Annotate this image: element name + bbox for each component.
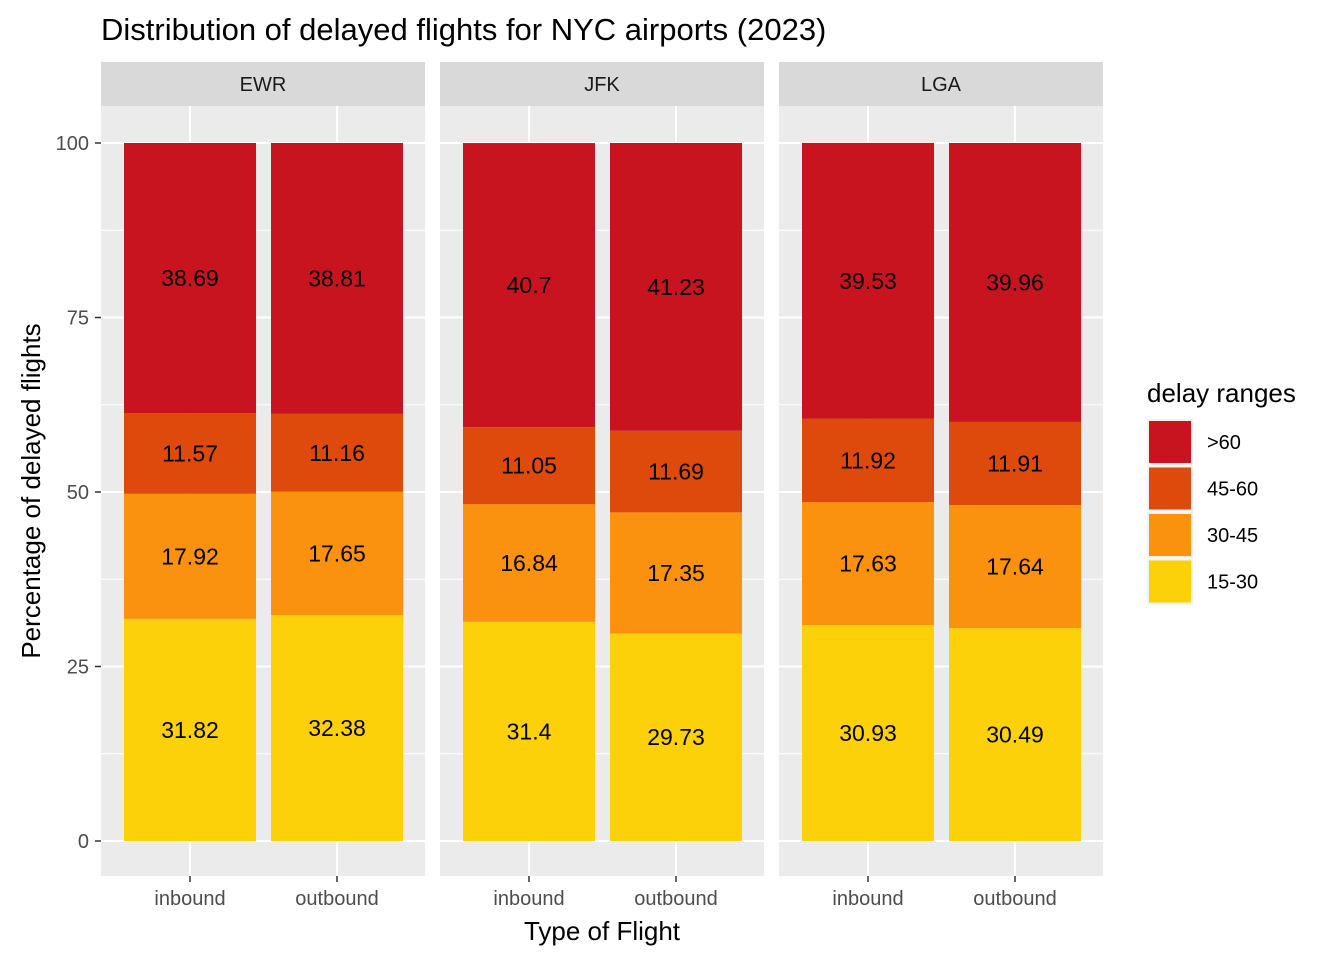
facet-strip-label: JFK (584, 74, 620, 96)
facet-strip (440, 62, 764, 106)
bar-segment (949, 505, 1082, 629)
data-label: 17.35 (647, 560, 705, 586)
data-label: 17.92 (161, 543, 219, 569)
x-tick-label: inbound (154, 888, 225, 910)
legend-swatch (1149, 467, 1191, 510)
data-label: 11.16 (309, 440, 365, 466)
bar-segment (271, 143, 404, 414)
x-axis-title: Type of Flight (524, 916, 681, 946)
data-label: 29.73 (647, 724, 705, 750)
facet-strip (779, 62, 1103, 106)
data-label: 38.81 (308, 265, 366, 291)
legend-label: 15-30 (1207, 572, 1258, 594)
facet-strip-label: EWR (240, 74, 287, 96)
facet-ewr: EWR 31.82 17.92 11.57 38.69 inbound 32.38 17.65… (101, 62, 425, 910)
data-label: 30.93 (839, 720, 897, 746)
legend: delay ranges >60 45-60 30-45 15-30 (1147, 378, 1296, 605)
bar-segment (463, 427, 596, 505)
data-label: 39.96 (986, 269, 1044, 295)
legend-swatch (1149, 421, 1191, 463)
x-tick-label: outbound (634, 888, 717, 910)
bar-segment (802, 142, 935, 419)
data-label: 40.7 (507, 272, 552, 298)
bar-segment (463, 621, 596, 841)
data-label: 39.53 (839, 268, 897, 294)
bar-segment (802, 625, 935, 841)
data-label: 11.69 (648, 459, 704, 485)
y-tick-label: 50 (67, 482, 89, 504)
legend-label: >60 (1207, 432, 1241, 454)
bar-segment (124, 413, 257, 494)
legend-label: 45-60 (1207, 479, 1258, 501)
bar-segment (610, 633, 743, 841)
bar-segment (802, 418, 935, 503)
bar-segment (271, 491, 404, 615)
data-label: 16.84 (500, 550, 558, 576)
bar-segment (124, 143, 257, 414)
bar-segment (271, 413, 404, 492)
chart-title: Distribution of delayed flights for NYC … (101, 12, 826, 47)
bar-segment (124, 493, 257, 619)
x-tick-label: inbound (493, 888, 564, 910)
bar-segment (124, 618, 257, 841)
y-tick-label: 75 (67, 308, 89, 330)
data-label: 11.92 (840, 447, 896, 473)
legend-label: 30-45 (1207, 525, 1258, 547)
bar-segment (802, 502, 935, 626)
y-axis-title: Percentage of delayed flights (16, 323, 46, 658)
facet-jfk: JFK 31.4 16.84 11.05 40.7 inbound 29.73 17.35 11… (440, 62, 764, 910)
facet-strip-label: LGA (921, 74, 962, 96)
legend-title: delay ranges (1147, 378, 1296, 408)
data-label: 17.63 (839, 551, 897, 577)
data-label: 11.05 (501, 453, 557, 479)
data-label: 17.65 (308, 540, 366, 566)
data-label: 38.69 (161, 265, 219, 291)
y-tick-label: 25 (67, 657, 89, 679)
bar-segment (949, 421, 1082, 506)
data-label: 41.23 (647, 274, 705, 300)
bar-segment (463, 143, 596, 428)
bar-segment (271, 614, 404, 841)
data-label: 31.82 (161, 717, 219, 743)
facet-strip (101, 62, 425, 106)
data-label: 32.38 (308, 715, 366, 741)
bar-segment (610, 143, 743, 431)
bar-segment (463, 504, 596, 622)
y-tick-label: 0 (78, 831, 89, 853)
legend-swatch (1149, 514, 1191, 556)
x-tick-label: outbound (295, 888, 378, 910)
legend-swatch (1149, 560, 1191, 603)
data-label: 17.64 (986, 554, 1044, 580)
data-label: 31.4 (507, 718, 552, 744)
bar-segment (610, 512, 743, 634)
bar-segment (949, 628, 1082, 841)
facet-lga: LGA 30.93 17.63 11.92 39.53 inbound 30.49 17.64… (779, 62, 1103, 910)
bar-segment (949, 143, 1082, 422)
data-label: 11.91 (987, 450, 1043, 476)
facet-panels: 0 25 50 75 100 EWR 31.82 17.92 11.57 38.69 inbound… (56, 62, 1103, 910)
y-tick-label: 100 (56, 133, 89, 155)
bar-segment (610, 430, 743, 513)
data-label: 30.49 (986, 722, 1044, 748)
x-tick-label: inbound (832, 888, 903, 910)
data-label: 11.57 (162, 440, 218, 466)
x-tick-label: outbound (973, 888, 1056, 910)
